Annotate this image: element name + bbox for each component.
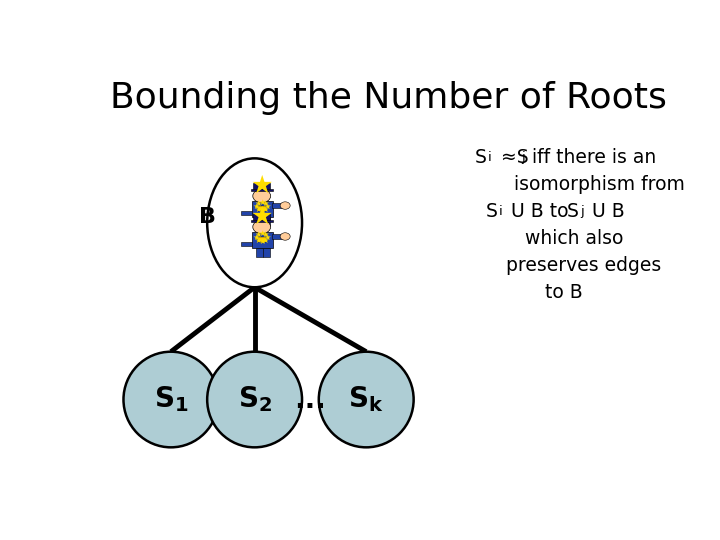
Text: ★: ★ (254, 205, 261, 214)
Bar (251, 220, 273, 222)
Text: ★: ★ (262, 199, 269, 208)
Text: S: S (567, 202, 579, 221)
Text: S: S (486, 202, 498, 221)
Ellipse shape (124, 352, 218, 447)
Text: ★: ★ (251, 174, 273, 198)
Text: ★: ★ (254, 230, 261, 239)
Text: ★: ★ (262, 205, 269, 214)
Ellipse shape (207, 352, 302, 447)
Text: U B: U B (585, 202, 624, 221)
Text: ★: ★ (262, 236, 269, 245)
Circle shape (280, 233, 290, 240)
Bar (240, 242, 252, 246)
Text: ★: ★ (251, 205, 273, 229)
Text: ★: ★ (258, 238, 266, 246)
Bar (256, 217, 263, 226)
Bar (258, 237, 266, 242)
Text: Bounding the Number of Roots: Bounding the Number of Roots (109, 82, 667, 116)
Text: i: i (499, 205, 503, 218)
Bar (251, 189, 273, 191)
Text: ...: ... (294, 386, 326, 414)
Text: S: S (475, 148, 487, 167)
Text: ★: ★ (258, 198, 266, 207)
Bar (263, 217, 269, 226)
Circle shape (253, 190, 271, 202)
Text: i: i (488, 151, 492, 164)
Bar (252, 232, 273, 248)
Bar (263, 248, 269, 257)
Circle shape (253, 220, 271, 234)
Text: ★: ★ (253, 202, 260, 211)
Text: $\mathbf{S_2}$: $\mathbf{S_2}$ (238, 384, 271, 414)
Text: ★: ★ (254, 199, 261, 208)
Bar (258, 206, 266, 211)
Text: j: j (580, 205, 584, 218)
Text: ★: ★ (253, 233, 260, 242)
Bar (252, 201, 273, 217)
Text: ★: ★ (258, 206, 266, 215)
Text: to B: to B (545, 283, 582, 302)
Ellipse shape (207, 158, 302, 287)
Bar (256, 248, 263, 257)
Text: ★: ★ (264, 233, 271, 242)
Circle shape (280, 202, 290, 210)
Text: ★: ★ (254, 236, 261, 245)
Bar (271, 234, 284, 239)
Text: which also: which also (526, 229, 624, 248)
Text: ★: ★ (264, 202, 271, 211)
Bar (253, 183, 270, 189)
Text: iff there is an: iff there is an (526, 148, 657, 167)
Text: B: B (199, 207, 216, 227)
Text: $\mathbf{S_k}$: $\mathbf{S_k}$ (348, 384, 384, 414)
Text: ★: ★ (262, 230, 269, 239)
Bar (271, 204, 284, 207)
Text: ≈S: ≈S (495, 148, 528, 167)
Text: U B to: U B to (505, 202, 568, 221)
Text: j: j (521, 151, 525, 164)
Bar (240, 211, 252, 215)
Text: ★: ★ (258, 229, 266, 238)
Bar (253, 214, 270, 220)
Text: preserves edges: preserves edges (505, 256, 661, 275)
Ellipse shape (319, 352, 413, 447)
Text: isomorphism from: isomorphism from (514, 175, 685, 194)
Text: $\mathbf{S_1}$: $\mathbf{S_1}$ (153, 384, 188, 414)
